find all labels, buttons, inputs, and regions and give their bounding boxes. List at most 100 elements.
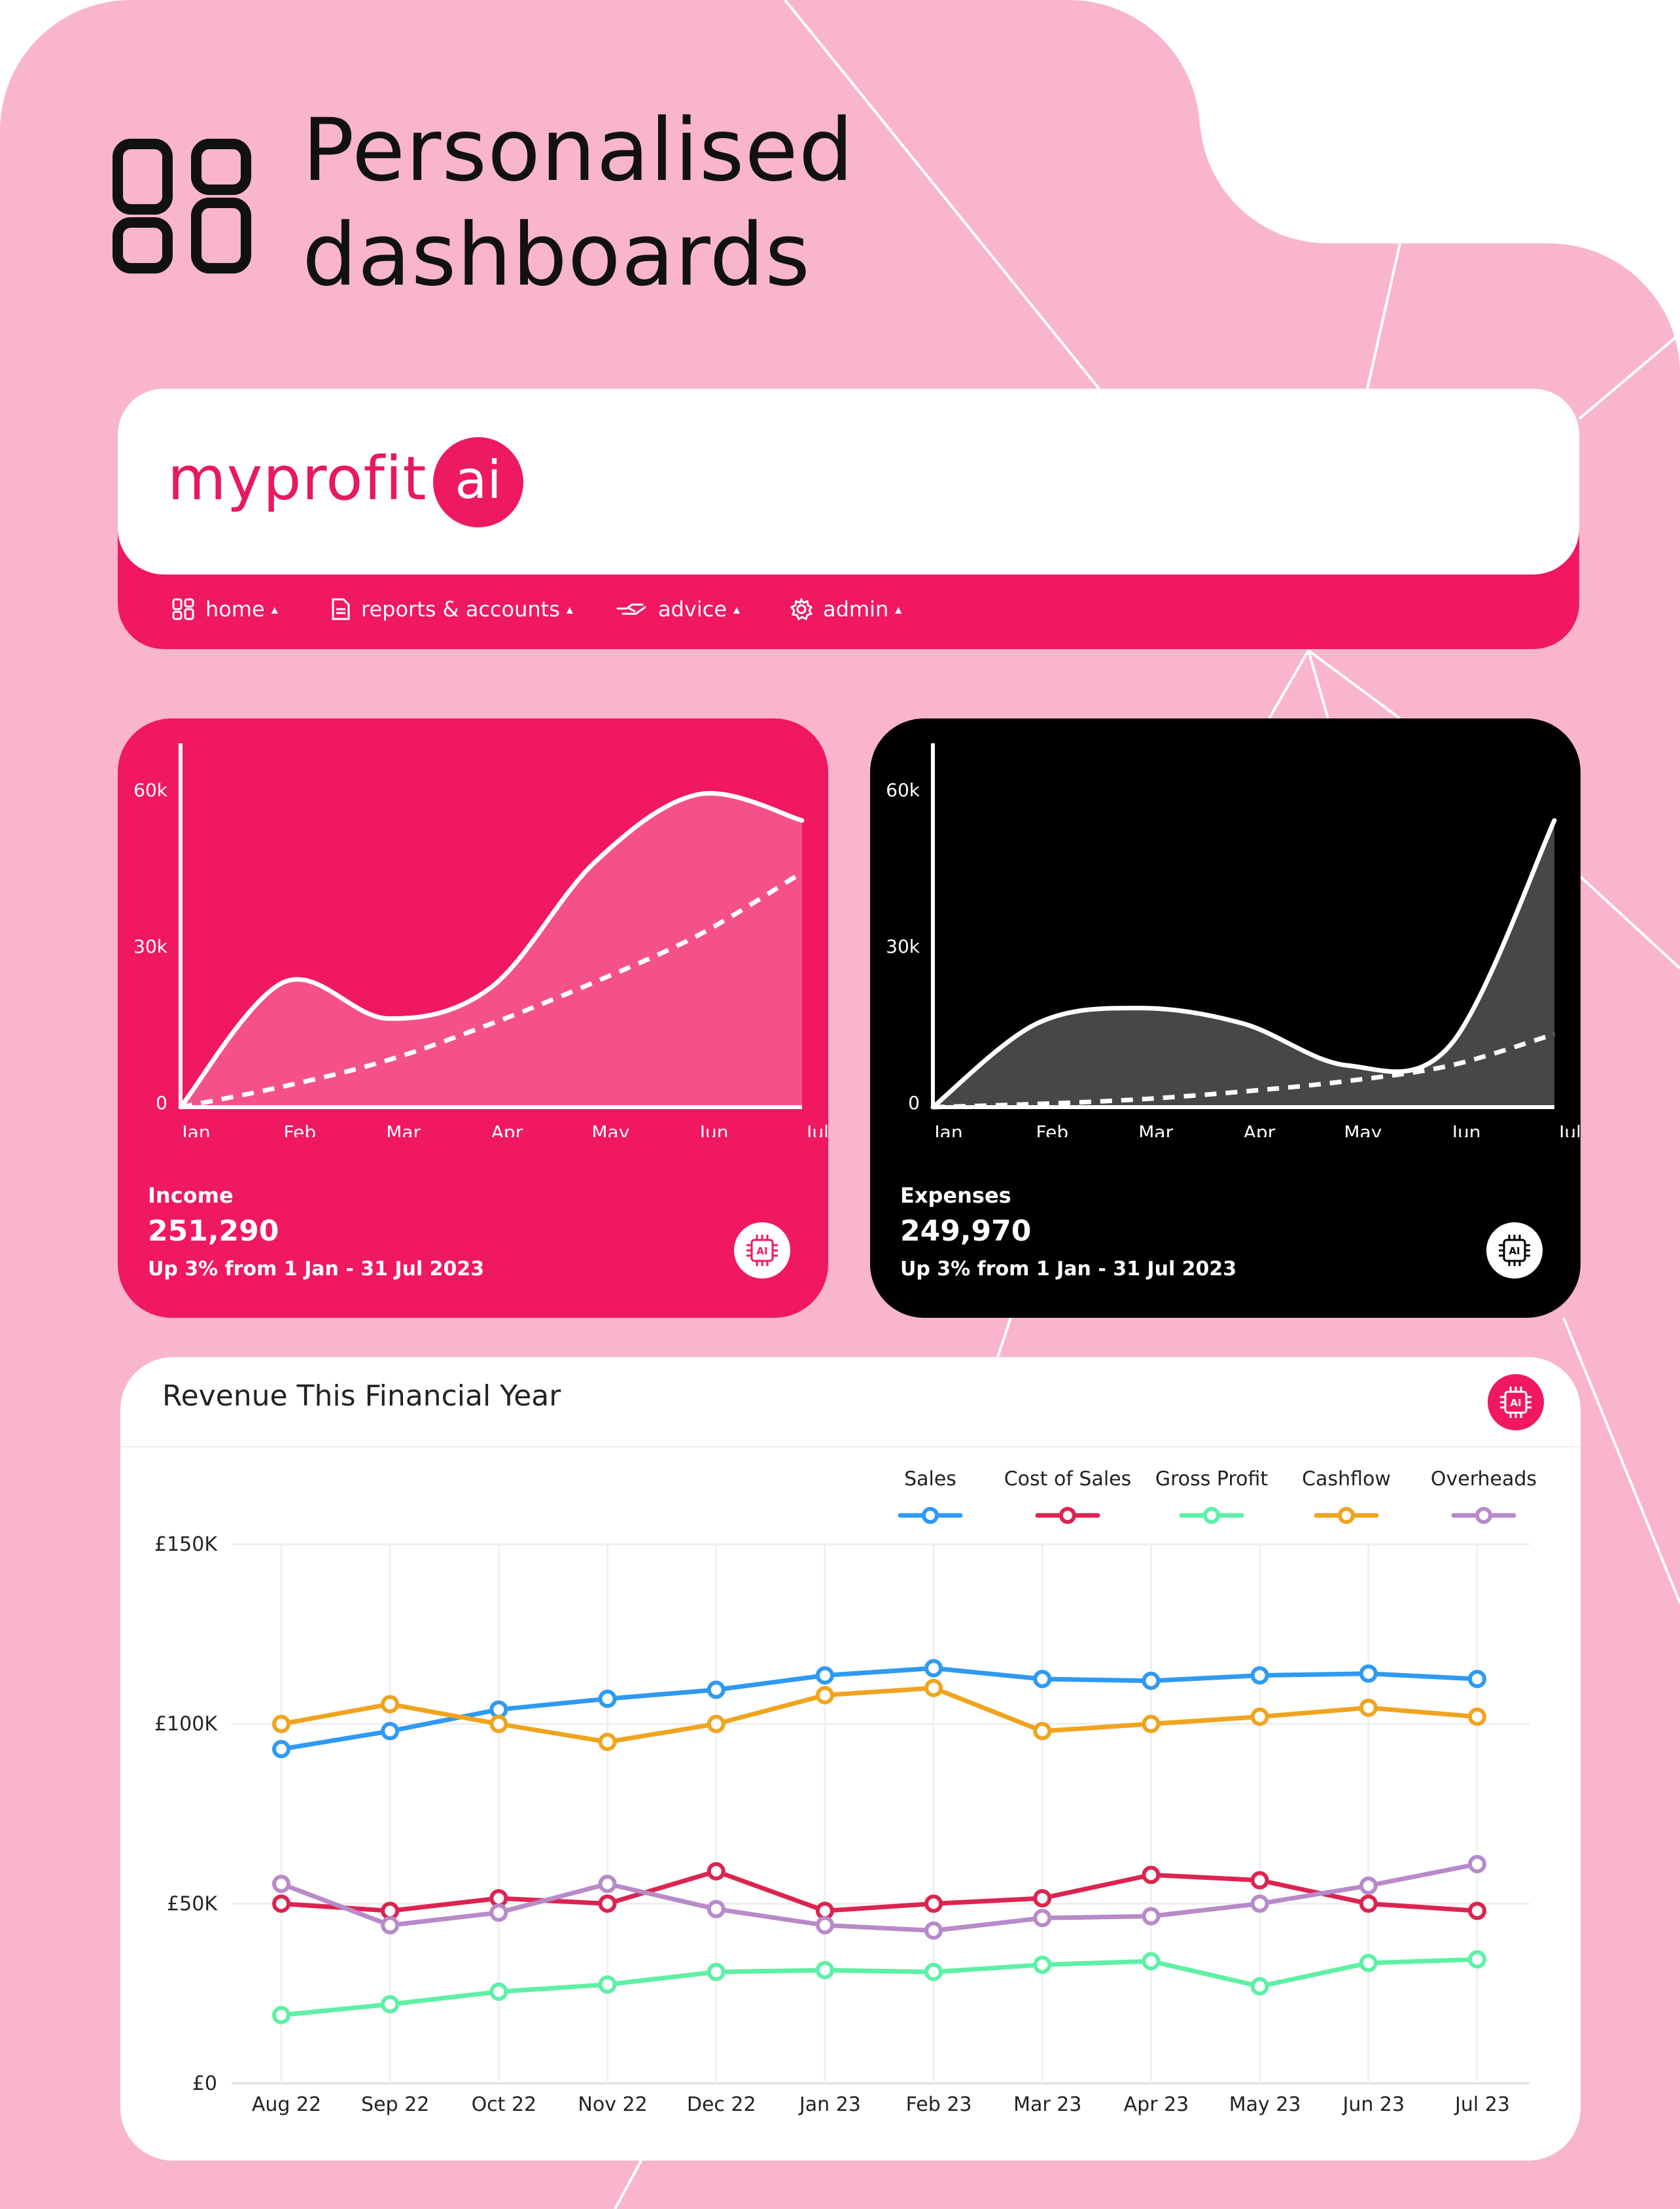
income-ai-button[interactable]: AI [734, 1222, 790, 1279]
data-point [1250, 1707, 1269, 1726]
legend-label: Cost of Sales [1004, 1468, 1132, 1491]
data-point [707, 1962, 726, 1981]
data-point [707, 1714, 726, 1733]
data-point [1033, 1722, 1052, 1741]
y-tick-label: 30k [133, 936, 168, 957]
area-fill [933, 820, 1554, 1107]
ai-chip-label: AI [1510, 1397, 1521, 1409]
data-point [1359, 1698, 1378, 1717]
nav-item-admin[interactable]: admin ▴ [790, 593, 901, 626]
y-tick-label: 30k [886, 936, 920, 957]
data-point [489, 1889, 508, 1908]
nav-label-admin: admin [823, 597, 889, 622]
data-point [1468, 1854, 1486, 1873]
x-tick-label: Nov 22 [578, 2093, 647, 2116]
caret-icon: ▴ [566, 601, 573, 617]
nav-item-home[interactable]: home ▴ [171, 593, 278, 626]
data-point [1142, 1865, 1161, 1884]
page-heading: Personalised dashboards [302, 98, 854, 308]
nav-item-advice[interactable]: advice ▴ [616, 593, 740, 626]
series-line [281, 1666, 1478, 1752]
nav-label-reports: reports & accounts [361, 597, 560, 622]
x-tick-label: Jan [933, 1122, 962, 1137]
series-line [178, 791, 805, 1110]
income-card[interactable]: 60k 30k 0 Jan Feb Mar Apr May Jun Jul Income 251,… [118, 718, 828, 1318]
data-point [1468, 1670, 1486, 1688]
x-tick-label: Jul 23 [1454, 2093, 1510, 2116]
data-point [924, 1962, 943, 1981]
data-point [924, 1921, 943, 1940]
data-point [598, 1894, 617, 1913]
x-tick-label: Mar [386, 1122, 421, 1137]
nav-item-reports[interactable]: reports & accounts ▴ [331, 593, 573, 626]
y-tick-label: 0 [908, 1092, 920, 1114]
expenses-title: Expenses [900, 1183, 1011, 1208]
data-point [381, 1995, 400, 2014]
data-point [707, 1680, 726, 1699]
data-point [272, 1894, 290, 1913]
data-point [598, 1689, 617, 1708]
revenue-title: Revenue This Financial Year [162, 1379, 561, 1413]
data-point [1468, 1707, 1486, 1726]
series-line [281, 1956, 1478, 2018]
logo-text[interactable]: myprofit [167, 444, 427, 514]
x-tick-label: May [1344, 1122, 1382, 1137]
data-point [1359, 1894, 1378, 1913]
data-point [598, 1733, 617, 1752]
legend-label: Overheads [1431, 1468, 1537, 1491]
data-point [598, 1875, 617, 1894]
series-line [280, 1862, 1478, 1934]
expenses-card[interactable]: 60k 30k 0 Jan Feb Mar Apr May Jun Jul Expenses 24… [870, 718, 1581, 1318]
data-point [489, 1714, 508, 1733]
y-tick-label: 60k [133, 779, 168, 801]
data-point [381, 1722, 400, 1741]
data-point [1142, 1907, 1161, 1926]
document-icon [332, 598, 350, 620]
legend-marker [1338, 1507, 1355, 1524]
data-point [272, 1740, 290, 1759]
y-tick-label: £100K [154, 1713, 218, 1736]
data-point [1033, 1889, 1052, 1908]
grid-icon [172, 598, 194, 620]
income-subtitle: Up 3% from 1 Jan - 31 Jul 2023 [148, 1258, 485, 1281]
data-point [1468, 1901, 1486, 1920]
y-tick-label: £0 [192, 2072, 217, 2095]
gear-icon [790, 598, 813, 620]
data-point [815, 1686, 834, 1705]
data-point [815, 1916, 834, 1935]
trend-line [180, 870, 803, 1110]
x-tick-label: Sep 22 [361, 2093, 429, 2116]
expenses-ai-button[interactable]: AI [1486, 1222, 1543, 1279]
x-tick-label: May 23 [1229, 2093, 1301, 2116]
data-point [1359, 1876, 1378, 1895]
ai-chip-label: AI [1509, 1245, 1520, 1257]
data-point [815, 1960, 834, 1979]
ai-chip-icon: AI [746, 1235, 778, 1266]
data-point [1033, 1670, 1052, 1688]
ai-chip-icon: AI [1499, 1235, 1530, 1266]
x-tick-label: Jun [1451, 1122, 1481, 1137]
revenue-ai-button[interactable]: AI [1488, 1374, 1544, 1430]
data-point [489, 1700, 508, 1719]
revenue-chart: £150K £100K £50K £0 Aug 22 Sep 22 Oct 22 Nov 22… [154, 1468, 1537, 2116]
nav-label-advice: advice [658, 597, 727, 622]
data-point [381, 1916, 400, 1935]
legend-marker [1203, 1507, 1220, 1524]
legend-label: Cashflow [1302, 1468, 1391, 1491]
data-point [1359, 1953, 1378, 1972]
heading-line-2: dashboards [302, 205, 811, 306]
x-tick-label: Feb [1036, 1122, 1069, 1137]
x-tick-label: Oct 22 [472, 2093, 537, 2116]
data-point [924, 1678, 943, 1697]
data-point [489, 1982, 508, 2001]
heading-line-1: Personalised [302, 100, 854, 201]
x-tick-label: Jul [1558, 1122, 1581, 1137]
data-point [924, 1894, 943, 1913]
expenses-value: 249,970 [900, 1214, 1032, 1248]
data-point [381, 1901, 400, 1920]
data-point [815, 1901, 834, 1920]
data-point [1033, 1909, 1052, 1928]
caret-icon: ▴ [895, 601, 902, 617]
y-tick-label: £50K [167, 1892, 218, 1915]
data-point [1359, 1664, 1378, 1683]
